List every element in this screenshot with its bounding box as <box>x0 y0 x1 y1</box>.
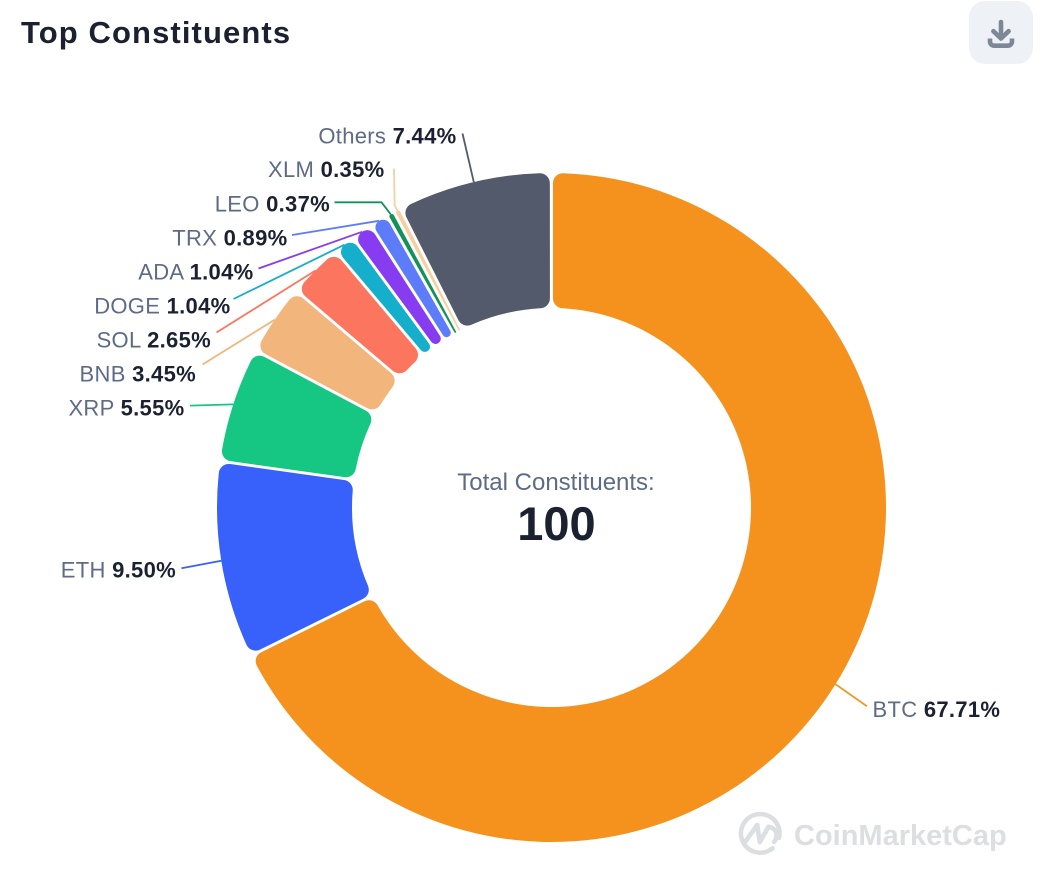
svg-text:XLM 0.35%: XLM 0.35% <box>268 157 384 182</box>
svg-text:Total Constituents:: Total Constituents: <box>457 469 654 496</box>
svg-text:DOGE 1.04%: DOGE 1.04% <box>94 294 230 319</box>
svg-text:TRX 0.89%: TRX 0.89% <box>172 226 287 251</box>
svg-text:Others 7.44%: Others 7.44% <box>318 124 456 149</box>
svg-text:100: 100 <box>517 497 595 550</box>
svg-text:LEO 0.37%: LEO 0.37% <box>215 192 330 217</box>
svg-text:BTC 67.71%: BTC 67.71% <box>873 697 1001 722</box>
svg-text:BNB 3.45%: BNB 3.45% <box>80 362 196 387</box>
svg-text:CoinMarketCap: CoinMarketCap <box>794 820 1007 852</box>
svg-text:XRP 5.55%: XRP 5.55% <box>68 396 184 421</box>
svg-text:ADA 1.04%: ADA 1.04% <box>138 260 253 285</box>
svg-text:ETH 9.50%: ETH 9.50% <box>61 558 176 583</box>
svg-text:SOL 2.65%: SOL 2.65% <box>97 328 211 353</box>
